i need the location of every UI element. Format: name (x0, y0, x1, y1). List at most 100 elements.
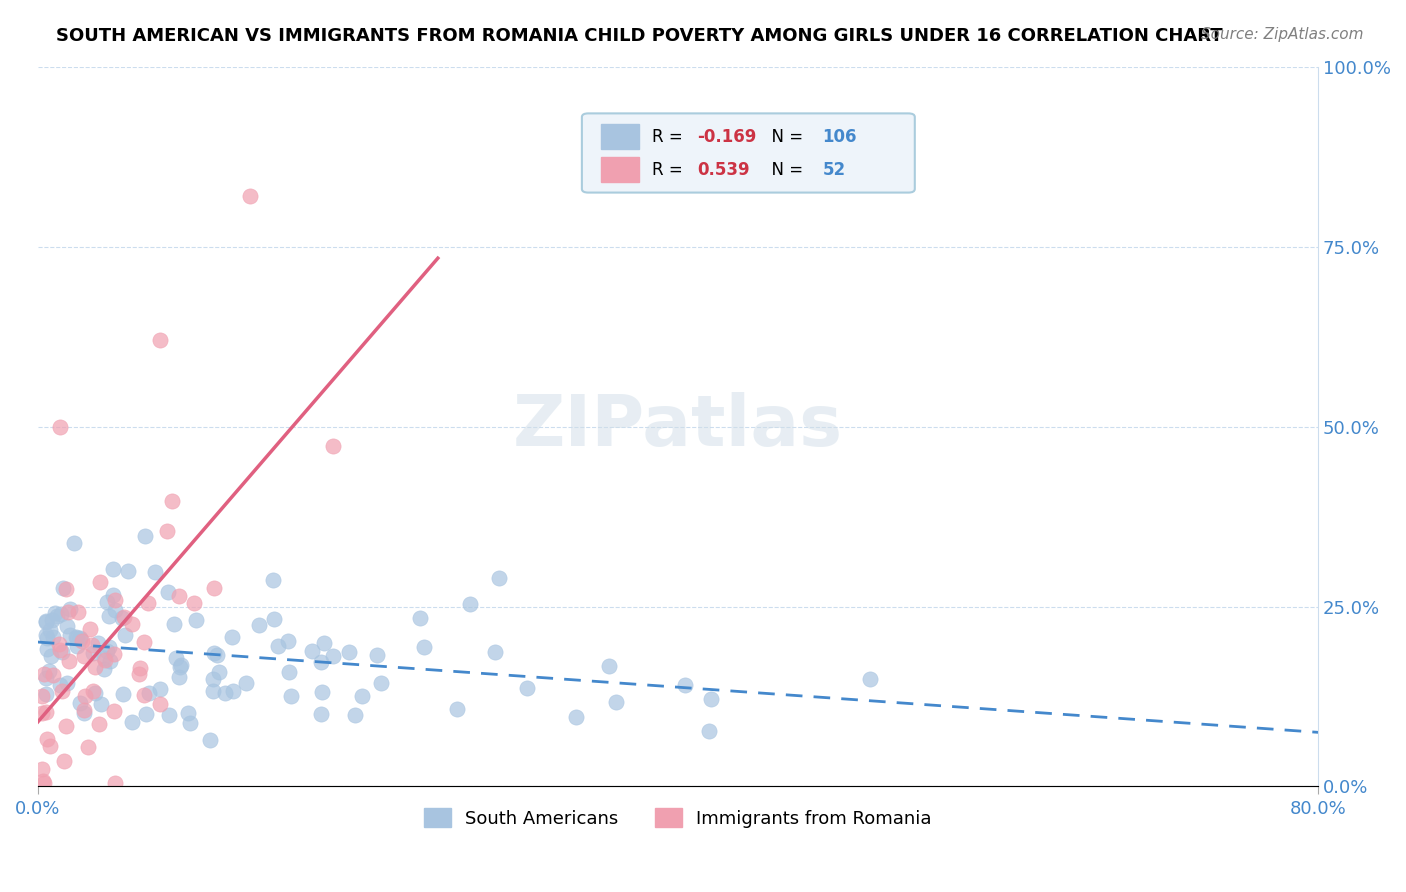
Point (121, 714, 143, 729)
Point (262, 573, 284, 587)
Point (143, 565, 166, 579)
Point (314, 636, 336, 650)
Point (277, 633, 299, 648)
Point (112, 610, 135, 624)
Point (87, 635, 110, 649)
Point (311, 685, 333, 699)
Point (49, 419, 72, 434)
Point (72, 706, 94, 720)
Point (48, 637, 70, 651)
Point (31, 690, 53, 704)
Point (247, 618, 270, 632)
Point (38, 739, 60, 753)
Point (277, 665, 299, 679)
Point (104, 603, 127, 617)
Point (516, 681, 538, 696)
Point (51, 607, 73, 622)
Point (103, 588, 125, 602)
Point (221, 683, 243, 698)
Point (163, 616, 186, 631)
Legend: South Americans, Immigrants from Romania: South Americans, Immigrants from Romania (416, 801, 939, 835)
Point (34, 615, 56, 630)
Point (79, 622, 101, 636)
Point (90, 697, 112, 711)
Point (93, 662, 115, 676)
Point (32, 774, 55, 789)
Point (44, 606, 66, 620)
Point (239, 189, 262, 203)
Point (49, 643, 72, 657)
Point (37, 731, 59, 746)
Text: 52: 52 (823, 161, 846, 178)
Point (32, 667, 55, 681)
Point (208, 665, 231, 679)
Point (103, 647, 125, 661)
Point (103, 562, 125, 576)
Point (198, 732, 221, 747)
Point (32, 776, 55, 790)
Point (69, 696, 91, 710)
Text: N =: N = (761, 128, 808, 146)
Point (370, 676, 392, 690)
Point (235, 676, 257, 690)
Point (104, 776, 127, 790)
Point (35, 631, 58, 645)
Point (41, 613, 63, 627)
Point (103, 704, 125, 718)
Point (46, 608, 69, 623)
Point (93, 650, 115, 665)
Point (149, 333, 172, 347)
Bar (602, 157, 640, 182)
Text: 0.539: 0.539 (697, 161, 749, 178)
Point (484, 645, 506, 659)
Point (605, 695, 627, 709)
Point (165, 651, 187, 665)
Point (83, 659, 105, 673)
Point (322, 439, 344, 453)
Point (34, 614, 56, 628)
Point (128, 667, 150, 681)
Point (35, 705, 58, 719)
Point (56, 619, 79, 633)
Text: R =: R = (652, 161, 689, 178)
Point (167, 670, 190, 684)
Point (221, 630, 243, 644)
Point (149, 682, 172, 697)
Point (87, 716, 110, 731)
Point (96, 644, 118, 658)
Point (458, 598, 481, 612)
Point (66, 605, 89, 619)
Point (39, 623, 62, 637)
Point (111, 611, 134, 625)
Point (301, 643, 323, 657)
Point (366, 648, 388, 662)
Point (322, 649, 344, 664)
Point (214, 686, 236, 700)
Point (598, 659, 620, 673)
Point (38, 664, 60, 678)
Point (699, 692, 721, 706)
Point (129, 661, 152, 675)
Point (263, 611, 285, 625)
Point (413, 640, 436, 654)
Point (565, 710, 588, 724)
Point (35, 641, 58, 656)
Point (73, 690, 96, 704)
Point (42, 668, 65, 682)
Point (52, 581, 75, 595)
Point (59, 602, 82, 616)
Point (132, 635, 155, 649)
Point (169, 658, 191, 673)
Point (184, 613, 207, 627)
Point (202, 646, 225, 660)
Point (177, 706, 200, 720)
Point (266, 639, 288, 653)
Point (55, 582, 77, 596)
Point (48, 678, 70, 692)
Bar (602, 124, 640, 149)
Point (202, 581, 225, 595)
Text: -0.169: -0.169 (697, 128, 756, 146)
Text: R =: R = (652, 128, 689, 146)
Point (59, 628, 82, 642)
Point (72, 633, 94, 648)
